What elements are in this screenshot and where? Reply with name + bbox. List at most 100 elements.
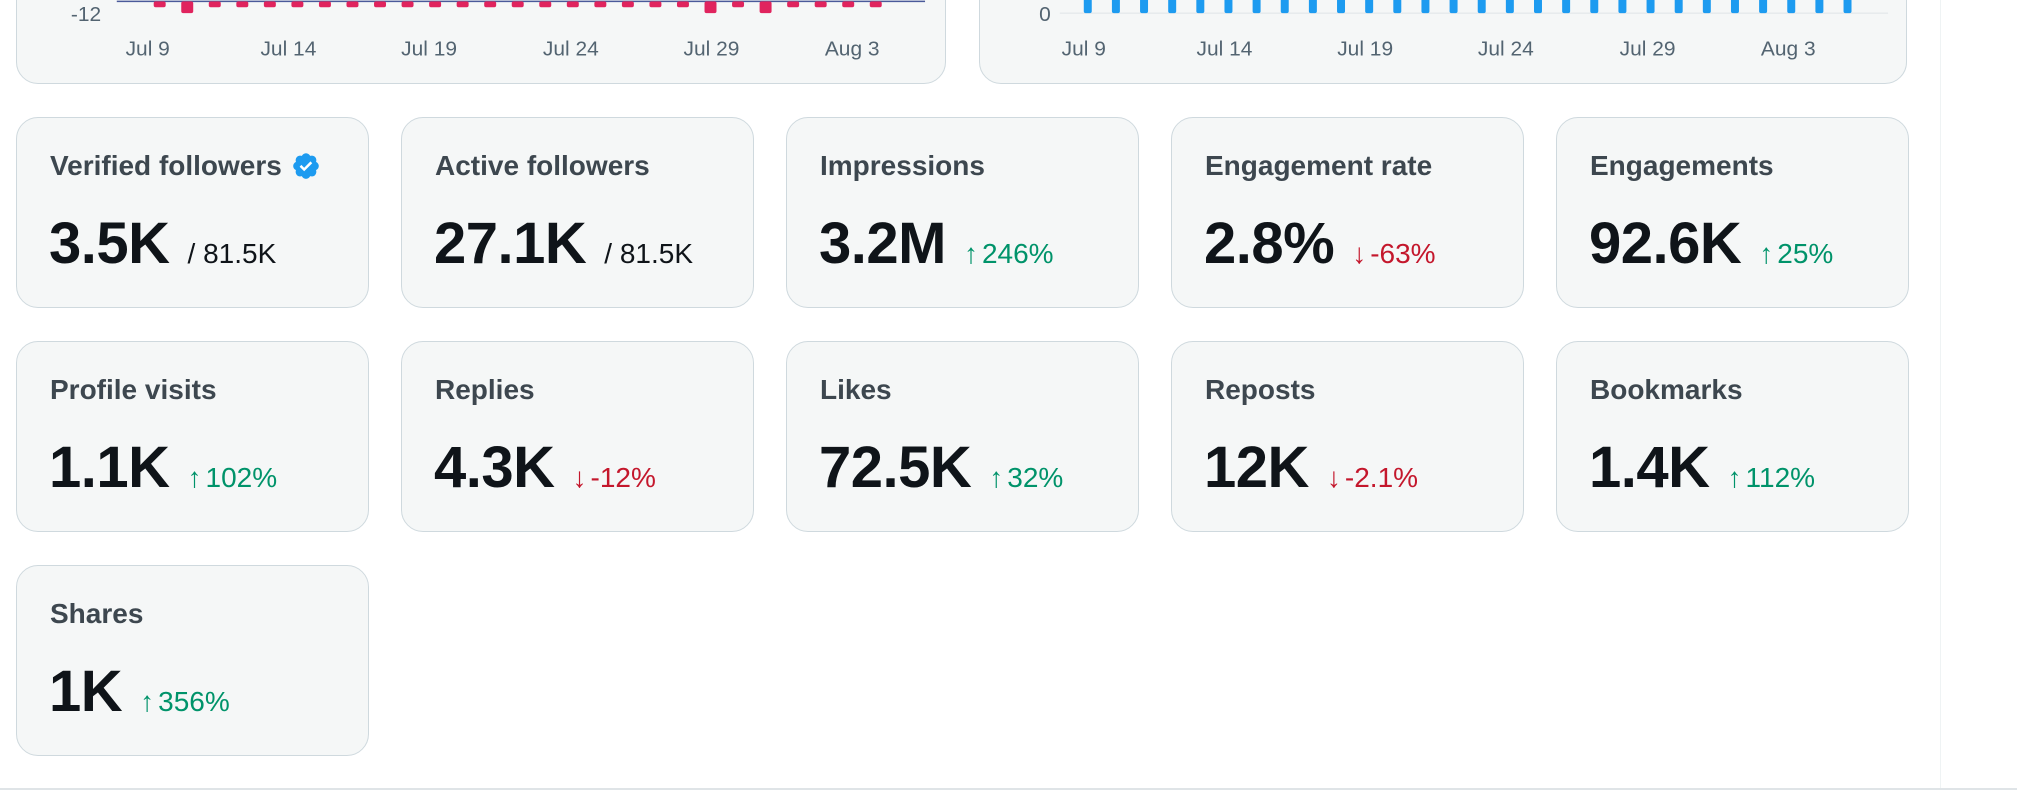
stat-value-row: 12K ↓ -2.1% xyxy=(1204,434,1418,501)
stat-label: Engagement rate xyxy=(1205,150,1433,181)
stat-change-value: -2.1% xyxy=(1344,462,1419,493)
stat-value-row: 1.1K ↑ 102% xyxy=(49,434,277,501)
stat-card-engagements[interactable]: Engagements 92.6K ↑ 25% xyxy=(1556,117,1909,308)
chart-bar xyxy=(1140,0,1149,14)
stat-change: ↓ -2.1% xyxy=(1327,462,1418,494)
stat-change: ↓ -63% xyxy=(1352,238,1435,270)
chart-bar xyxy=(1787,0,1796,14)
arrow-up-icon: ↑ xyxy=(989,462,1004,493)
chart-bar xyxy=(1505,0,1514,14)
chart-bar xyxy=(1674,0,1683,14)
stat-card-replies[interactable]: Replies 4.3K ↓ -12% xyxy=(401,341,754,532)
x-tick-label: Jul 9 xyxy=(1062,38,1106,61)
stat-label: Engagements xyxy=(1590,150,1774,181)
stat-value-row: 3.2M ↑ 246% xyxy=(819,210,1054,277)
chart-bar xyxy=(1421,0,1430,14)
chart-bar xyxy=(1815,0,1824,14)
chart-bar xyxy=(318,1,331,8)
chart-bar xyxy=(704,1,717,14)
stat-card-shares[interactable]: Shares 1K ↑ 356% xyxy=(16,565,369,756)
stat-card-impressions[interactable]: Impressions 3.2M ↑ 246% xyxy=(786,117,1139,308)
chart-bar xyxy=(732,1,745,8)
stat-value-row: 27.1K / 81.5K xyxy=(434,210,693,277)
chart-bar xyxy=(1280,0,1289,14)
stat-value-row: 92.6K ↑ 25% xyxy=(1589,210,1833,277)
chart-bar xyxy=(649,1,662,8)
stat-change: ↑ 25% xyxy=(1759,238,1833,270)
x-tick-label: Jul 14 xyxy=(1197,38,1253,61)
stat-change-value: 25% xyxy=(1777,238,1834,269)
chart-bar xyxy=(1308,0,1317,14)
stat-card-active-followers[interactable]: Active followers 27.1K / 81.5K xyxy=(401,117,754,308)
x-tick-label: Jul 19 xyxy=(1337,38,1393,61)
chart-bar xyxy=(566,1,579,8)
posts-chart: 0 Jul 9 Jul 14 Jul 19 Jul 24 Jul 29 Aug 3 xyxy=(979,0,1907,84)
arrow-down-icon: ↓ xyxy=(1352,238,1367,269)
chart-bar xyxy=(1252,0,1261,14)
stat-card-likes[interactable]: Likes 72.5K ↑ 32% xyxy=(786,341,1139,532)
chart-bar xyxy=(1562,0,1571,14)
chart-bar xyxy=(236,1,249,8)
y-tick-label: -12 xyxy=(71,3,101,26)
stat-label: Impressions xyxy=(820,150,985,181)
stat-change: ↑ 246% xyxy=(964,238,1054,270)
stat-label: Verified followers xyxy=(50,150,282,181)
arrow-up-icon: ↑ xyxy=(140,686,155,717)
stat-change: ↑ 102% xyxy=(188,462,278,494)
stat-total: / 81.5K xyxy=(187,238,277,269)
x-tick-label: Aug 3 xyxy=(1761,38,1816,61)
chart-bar xyxy=(1224,0,1233,14)
y-tick-label: 0 xyxy=(1039,3,1051,26)
chart-bar xyxy=(1083,0,1092,14)
followers-change-chart-svg: -12 Jul 9 Jul 14 Jul 19 Jul 24 Jul 29 Aug 3 xyxy=(71,0,926,61)
x-tick-label: Jul 14 xyxy=(260,38,316,61)
chart-bar xyxy=(374,1,387,8)
stat-card-reposts[interactable]: Reposts 12K ↓ -2.1% xyxy=(1171,341,1524,532)
stat-label: Active followers xyxy=(435,150,650,181)
stat-value-row: 2.8% ↓ -63% xyxy=(1204,210,1436,277)
stat-card-verified-followers[interactable]: Verified followers 3.5K / 81.5K xyxy=(16,117,369,308)
x-tick-label: Jul 19 xyxy=(401,38,457,61)
stat-change: ↑ 112% xyxy=(1728,462,1816,494)
stat-value: 3.5K xyxy=(49,211,170,276)
stat-value: 92.6K xyxy=(1589,211,1742,276)
stat-change-value: -12% xyxy=(590,462,656,493)
stat-label: Reposts xyxy=(1205,374,1316,405)
chart-bar xyxy=(291,1,304,8)
stat-change-value: 102% xyxy=(205,462,278,493)
chart-bar xyxy=(401,1,414,8)
page-bottom-divider xyxy=(0,788,2017,790)
stat-card-profile-visits[interactable]: Profile visits 1.1K ↑ 102% xyxy=(16,341,369,532)
chart-bar xyxy=(787,1,800,8)
chart-bar xyxy=(759,1,772,14)
arrow-down-icon: ↓ xyxy=(1326,462,1341,493)
stat-change: ↑ 32% xyxy=(989,462,1063,494)
x-tick-label: Jul 29 xyxy=(1620,38,1676,61)
chart-bar xyxy=(1477,0,1486,14)
stat-value: 1K xyxy=(49,659,123,724)
chart-bar xyxy=(539,1,552,8)
chart-bar xyxy=(1646,0,1655,14)
verified-badge-icon xyxy=(291,151,321,181)
chart-bar xyxy=(263,1,276,8)
chart-bar xyxy=(1168,0,1177,14)
chart-bar xyxy=(842,1,855,8)
stat-value: 1.1K xyxy=(49,435,170,500)
chart-bar xyxy=(484,1,497,8)
stat-change-value: 246% xyxy=(981,238,1054,269)
stat-value-row: 4.3K ↓ -12% xyxy=(434,434,656,501)
stat-card-engagement-rate[interactable]: Engagement rate 2.8% ↓ -63% xyxy=(1171,117,1524,308)
stat-card-bookmarks[interactable]: Bookmarks 1.4K ↑ 112% xyxy=(1556,341,1909,532)
x-tick-label: Jul 29 xyxy=(684,38,740,61)
arrow-up-icon: ↑ xyxy=(187,462,202,493)
followers-change-chart: -12 Jul 9 Jul 14 Jul 19 Jul 24 Jul 29 Aug 3 xyxy=(16,0,946,84)
stat-value-row: 1.4K ↑ 112% xyxy=(1589,434,1815,501)
stat-total: / 81.5K xyxy=(604,238,694,269)
stat-value-row: 1K ↑ 356% xyxy=(49,658,230,725)
chart-bar xyxy=(814,1,827,8)
chart-bar xyxy=(456,1,469,8)
stat-value: 2.8% xyxy=(1204,211,1335,276)
x-tick-label: Jul 24 xyxy=(543,38,599,61)
chart-bar xyxy=(1843,0,1852,14)
stat-value: 12K xyxy=(1204,435,1309,500)
